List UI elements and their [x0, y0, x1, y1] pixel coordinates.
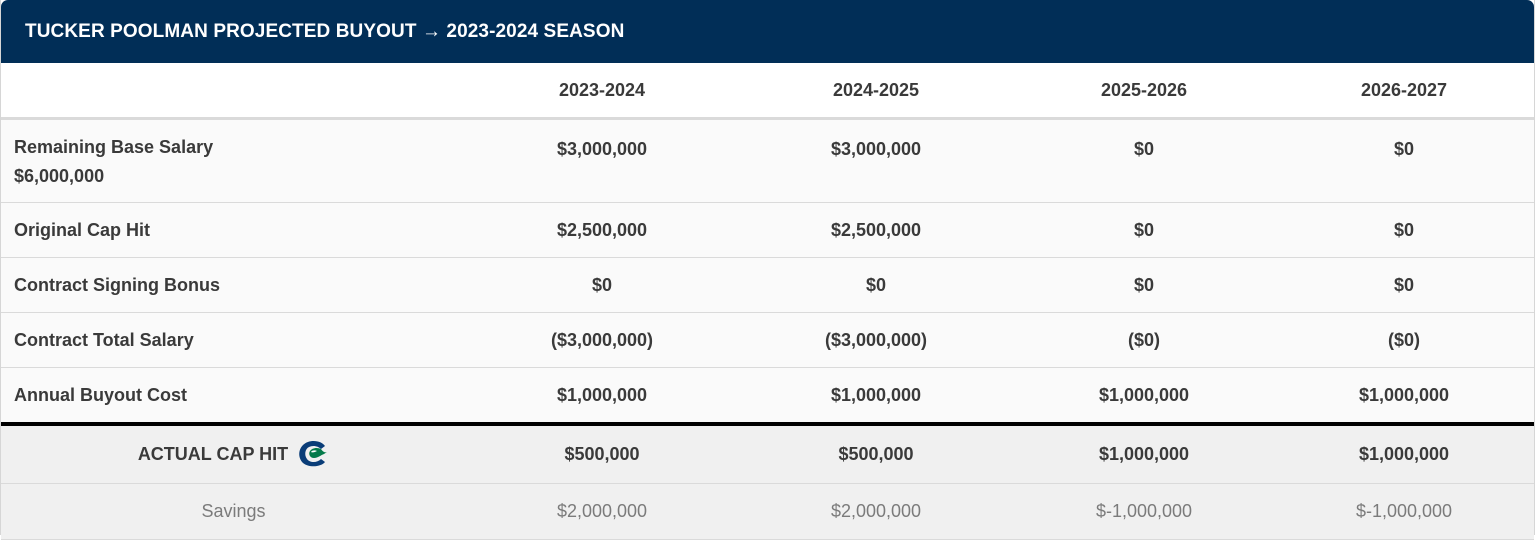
table-row-actual-cap-hit: ACTUAL CAP HIT $500,000 $500,000 $1,000,…	[1, 424, 1534, 484]
value-cell: ($3,000,000)	[738, 312, 1014, 368]
value-cell: $2,500,000	[738, 202, 1014, 258]
header-empty-cell	[1, 63, 466, 120]
value-cell: $1,000,000	[738, 367, 1014, 426]
season-header-row: 2023-2024 2024-2025 2025-2026 2026-2027	[1, 63, 1534, 120]
value-cell: $0	[1274, 118, 1534, 203]
table-row-contract-total-salary: Contract Total Salary ($3,000,000) ($3,0…	[1, 312, 1534, 368]
value-cell: $0	[1014, 118, 1274, 203]
value-cell: $0	[466, 257, 738, 313]
value-cell: ($0)	[1274, 312, 1534, 368]
value-cell: $1,000,000	[1274, 367, 1534, 426]
table-row-annual-buyout-cost: Annual Buyout Cost $1,000,000 $1,000,000…	[1, 367, 1534, 426]
value-cell: $0	[1274, 257, 1534, 313]
value-cell: $3,000,000	[738, 118, 1014, 203]
canucks-logo-icon	[299, 440, 328, 466]
title-bar: TUCKER POOLMAN PROJECTED BUYOUT → 2023-2…	[1, 0, 1534, 63]
value-cell: ($0)	[1014, 312, 1274, 368]
row-sublabel: $6,000,000	[14, 166, 105, 186]
season-header: 2025-2026	[1014, 63, 1274, 120]
row-label-cell: Remaining Base Salary $6,000,000	[1, 118, 466, 203]
value-cell: $1,000,000	[1014, 367, 1274, 426]
season-header: 2024-2025	[738, 63, 1014, 120]
value-cell: $500,000	[738, 424, 1014, 484]
buyout-table: 2023-2024 2024-2025 2025-2026 2026-2027 …	[1, 63, 1534, 540]
row-label: Annual Buyout Cost	[1, 367, 466, 426]
value-cell: $-1,000,000	[1274, 483, 1534, 540]
value-cell: ($3,000,000)	[466, 312, 738, 368]
table-row-original-cap-hit: Original Cap Hit $2,500,000 $2,500,000 $…	[1, 202, 1534, 258]
row-label-cell: ACTUAL CAP HIT	[1, 424, 466, 484]
row-label: Original Cap Hit	[1, 202, 466, 258]
season-header: 2023-2024	[466, 63, 738, 120]
value-cell: $0	[1014, 257, 1274, 313]
value-cell: $2,500,000	[466, 202, 738, 258]
value-cell: $1,000,000	[1274, 424, 1534, 484]
table-row-contract-signing-bonus: Contract Signing Bonus $0 $0 $0 $0	[1, 257, 1534, 313]
row-label: ACTUAL CAP HIT	[137, 443, 289, 464]
season-header: 2026-2027	[1274, 63, 1534, 120]
table-row-remaining-base-salary: Remaining Base Salary $6,000,000 $3,000,…	[1, 118, 1534, 203]
value-cell: $1,000,000	[1014, 424, 1274, 484]
value-cell: $-1,000,000	[1014, 483, 1274, 540]
table-row-savings: Savings $2,000,000 $2,000,000 $-1,000,00…	[1, 483, 1534, 540]
value-cell: $1,000,000	[466, 367, 738, 426]
value-cell: $2,000,000	[738, 483, 1014, 540]
value-cell: $0	[738, 257, 1014, 313]
value-cell: $2,000,000	[466, 483, 738, 540]
row-label: Contract Total Salary	[1, 312, 466, 368]
value-cell: $500,000	[466, 424, 738, 484]
value-cell: $3,000,000	[466, 118, 738, 203]
row-label: Remaining Base Salary	[14, 137, 214, 157]
page-title: TUCKER POOLMAN PROJECTED BUYOUT → 2023-2…	[25, 20, 625, 42]
row-label: Contract Signing Bonus	[1, 257, 466, 313]
value-cell: $0	[1014, 202, 1274, 258]
value-cell: $0	[1274, 202, 1534, 258]
row-label: Savings	[1, 483, 466, 540]
